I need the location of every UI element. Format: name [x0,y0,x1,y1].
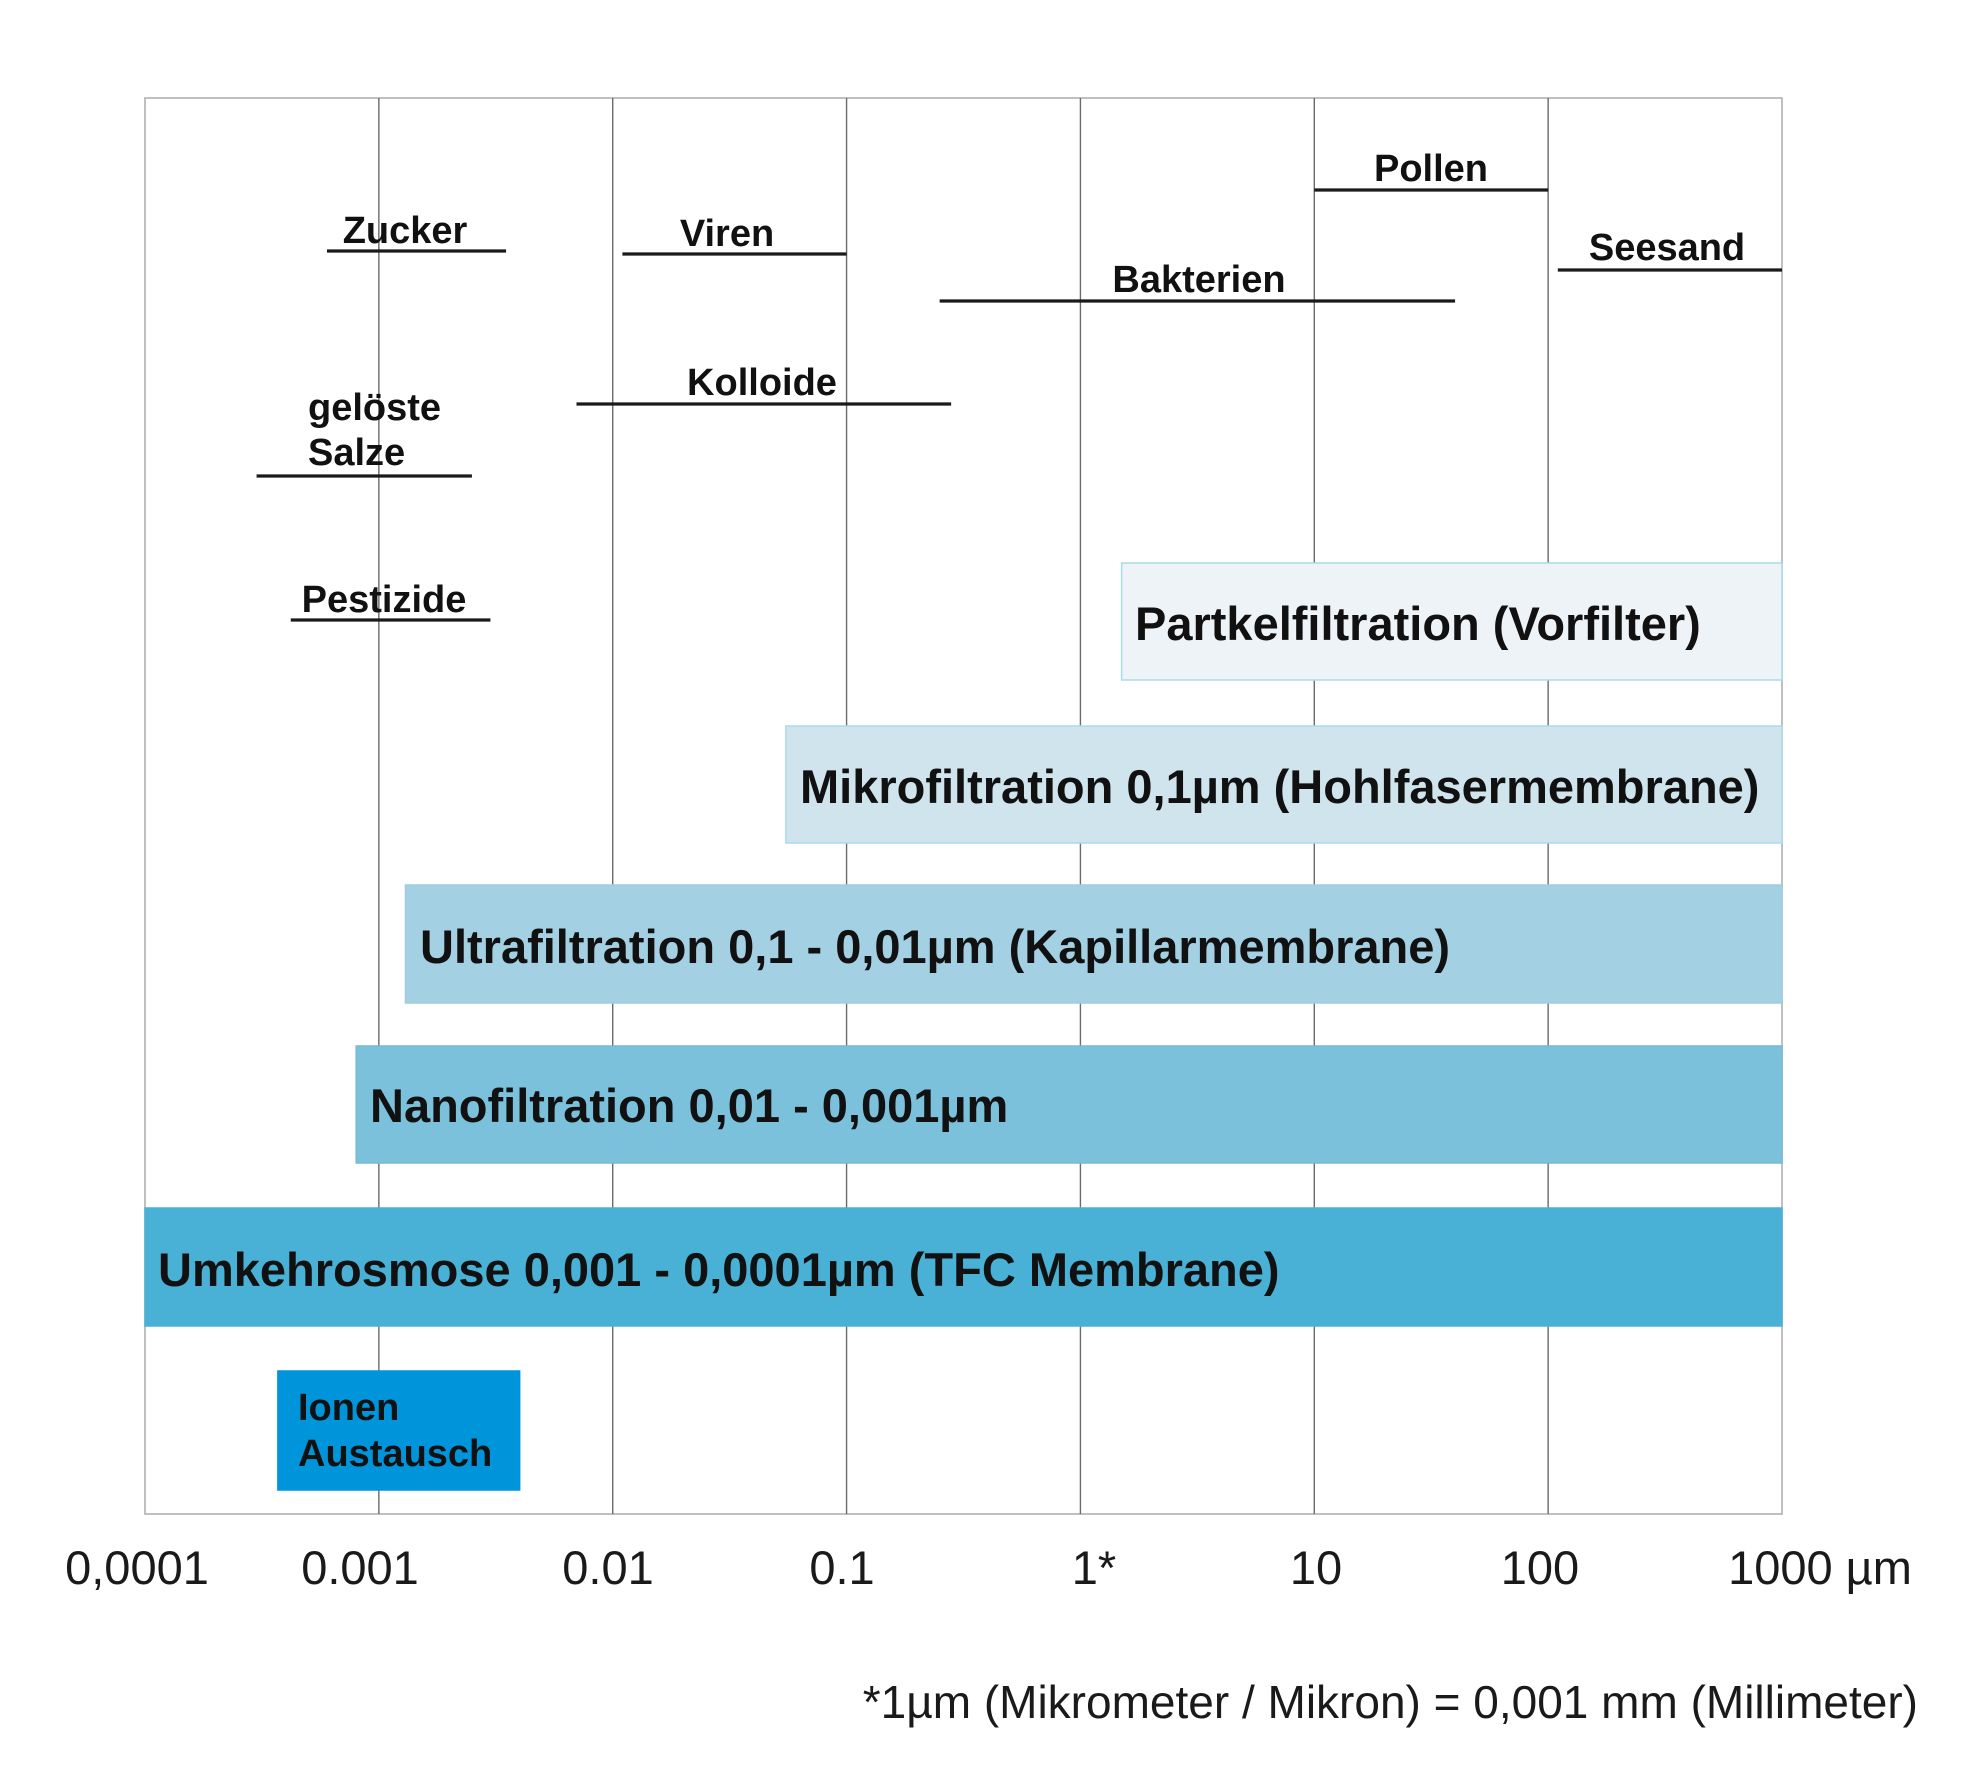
tick-label-100: 100 [1501,1541,1579,1594]
particle-kolloide: Kolloide [576,362,952,406]
bar-rect [785,725,1783,844]
filtration-bars: Partkelfiltration (Vorfilter) Mikrofiltra… [144,562,1783,1491]
bar-rect [404,884,1783,1004]
tick-label-0-0001: 0,0001 [65,1541,209,1594]
bar-rect [1120,562,1783,681]
bar-label: Ultrafiltration 0,1 - 0,01µm (Kapillarme… [420,920,1450,973]
bar-label: Ionen [298,1387,399,1429]
bar-rect [144,1207,1783,1327]
bar-mikrofiltration-0-1-m-hohlfasermembrane: Mikrofiltration 0,1µm (Hohlfasermembrane… [785,725,1783,844]
bar-label: Umkehrosmose 0,001 - 0,0001µm (TFC Membr… [158,1243,1280,1296]
bar-umkehrosmose-0-001-0-0001-m-tfc-membrane: Umkehrosmose 0,001 - 0,0001µm (TFC Membr… [144,1207,1783,1327]
tick-label-10: 10 [1290,1541,1342,1594]
tick-label-0-01: 0.01 [562,1541,653,1594]
bar-rect [277,1370,521,1491]
bar-label: Partkelfiltration (Vorfilter) [1135,597,1701,650]
tick-label-1: 1* [1072,1541,1116,1594]
bar-label: Nanofiltration 0,01 - 0,001µm [370,1079,1008,1132]
particle-bakterien: Bakterien [939,259,1456,303]
tick-label-0-001: 0.001 [301,1541,419,1594]
particle-label: Viren [680,213,774,255]
particle-label: gelöste [308,387,441,429]
particle-label: Zucker [343,210,468,252]
particle-label: Pestizide [302,579,467,621]
bar-partkelfiltration-vorfilter: Partkelfiltration (Vorfilter) [1120,562,1783,681]
particle-zucker: Zucker [326,210,507,253]
particle-pollen: Pollen [1314,148,1549,192]
particle-seesand: Seesand [1557,227,1782,272]
particle-pestizide: Pestizide [290,579,491,622]
particle-label: Bakterien [1112,259,1285,301]
tick-label-0-1: 0.1 [809,1541,874,1594]
particle-label: Seesand [1589,227,1745,269]
particle-size-ranges: Zucker Viren Bakterien Pollen Seesand Kolloid… [256,148,1782,622]
particle-label: Pollen [1374,148,1488,190]
particle-viren: Viren [622,213,847,256]
x-axis-tick-labels: 0,0001 0.001 0.01 0.1 1* 10 100 1000 µm [65,1541,1912,1594]
bar-rect [355,1045,1783,1164]
bar-label: Austausch [298,1433,492,1475]
particle-label: Kolloide [687,362,837,404]
bar-label: Mikrofiltration 0,1µm (Hohlfasermembrane… [800,760,1759,813]
footnote: *1µm (Mikrometer / Mikron) = 0,001 mm (M… [863,1676,1918,1728]
bar-ultrafiltration-0-1-0-01-m-kapillarmembrane: Ultrafiltration 0,1 - 0,01µm (Kapillarme… [404,884,1783,1004]
tick-label-1000-m: 1000 µm [1728,1541,1912,1594]
particle-label: Salze [308,432,405,474]
bar-nanofiltration-0-01-0-001-m: Nanofiltration 0,01 - 0,001µm [355,1045,1783,1164]
